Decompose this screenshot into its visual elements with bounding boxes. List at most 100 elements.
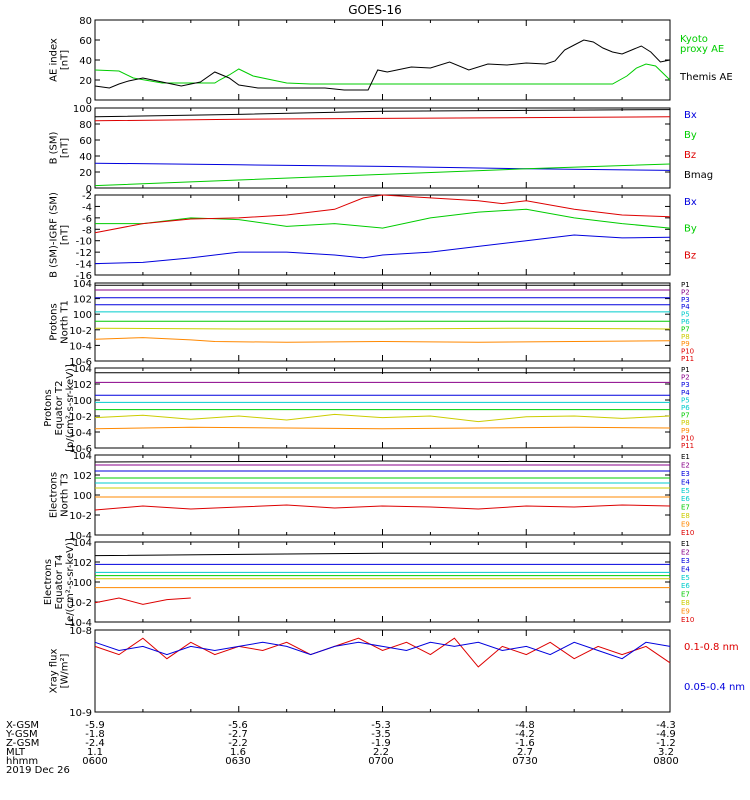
y-axis-label: [W/m²] <box>60 653 71 688</box>
y-tick-label: -8 <box>82 225 92 236</box>
series-bx <box>94 162 671 171</box>
panel-frame <box>94 282 671 362</box>
panel-frame <box>94 541 671 623</box>
legend-label: E1 <box>681 540 690 548</box>
y-tick-label: -16 <box>76 271 92 282</box>
y-tick-label: 104 <box>73 451 92 462</box>
legend-label: E4 <box>681 565 690 573</box>
y-tick-label: 102 <box>73 380 92 391</box>
footer-value: -2.2 <box>228 738 248 749</box>
legend-label: P7 <box>681 412 690 420</box>
legend-label: P5 <box>681 396 690 404</box>
footer-value: -5.3 <box>371 720 391 731</box>
legend-label: P4 <box>681 389 690 397</box>
legend-label: E9 <box>681 608 690 616</box>
legend-label: proxy AE <box>680 44 724 55</box>
series-bmag <box>94 109 671 118</box>
footer-value: 1.1 <box>87 747 103 758</box>
legend-label: P2 <box>681 374 690 382</box>
panel-7: 10-9 10-8 Xray flux [W/m²] 0.1-0.8 nm 0.05-0.… <box>49 626 746 719</box>
footer-value: 0630 <box>225 756 250 767</box>
footer-date: 2019 Dec 26 <box>6 765 70 776</box>
legend-label: By <box>684 224 697 235</box>
legend-label: Kyoto <box>680 34 708 45</box>
series-p7 <box>94 327 671 330</box>
footer-value: 3.2 <box>658 747 674 758</box>
y-tick-label: 10-4 <box>69 428 92 439</box>
y-tick-label: 10-2 <box>69 326 92 337</box>
y-tick-label: 10-2 <box>69 598 92 609</box>
y-tick-label: 10-4 <box>69 618 92 629</box>
y-axis-label: [nT] <box>60 225 71 245</box>
legend-label: E5 <box>681 487 690 495</box>
series-e8 <box>94 597 191 605</box>
footer-row-label: X-GSM <box>6 720 39 731</box>
legend-label: E10 <box>681 616 694 624</box>
footer-value: -4.2 <box>515 729 535 740</box>
series-p6 <box>94 413 671 423</box>
legend-label: Themis AE <box>679 72 733 83</box>
y-tick-label: 10-6 <box>69 444 92 455</box>
footer-value: 0800 <box>653 756 678 767</box>
panel-1: 0 20 40 60 80 100 B (SM) [nT] Bx By Bz Bmag <box>49 104 714 195</box>
y-tick-label: 100 <box>73 104 92 115</box>
legend-label: E6 <box>681 582 690 590</box>
series-0-1-0-8-nm <box>94 637 671 668</box>
panel-frame <box>94 19 671 101</box>
legend-label: P11 <box>681 442 694 450</box>
y-tick-label: 104 <box>73 364 92 375</box>
legend-label: By <box>684 130 697 141</box>
series-bx <box>94 234 671 265</box>
y-tick-label: -2 <box>82 191 92 202</box>
y-tick-label: 102 <box>73 558 92 569</box>
y-tick-label: 104 <box>73 279 92 290</box>
legend-label: E5 <box>681 574 690 582</box>
legend-label: E4 <box>681 478 690 486</box>
legend-label: P3 <box>681 381 690 389</box>
y-axis-label: [nT] <box>60 50 71 70</box>
legend-label: P1 <box>681 281 690 289</box>
footer-value: -4.3 <box>656 720 676 731</box>
footer-value: 2.7 <box>517 747 533 758</box>
footer-value: -1.2 <box>656 738 676 749</box>
y-axis-label: North T3 <box>60 473 71 517</box>
footer-value: 0700 <box>368 756 393 767</box>
legend-label: E9 <box>681 521 690 529</box>
y-tick-label: -14 <box>76 260 92 271</box>
y-tick-label: 100 <box>73 491 92 502</box>
footer-value: -4.8 <box>515 720 535 731</box>
series-kyoto-proxy-ae <box>94 63 671 85</box>
legend-label: P8 <box>681 419 690 427</box>
y-tick-label: 104 <box>73 538 92 549</box>
series-by <box>95 208 671 229</box>
footer-value: -1.6 <box>515 738 535 749</box>
legend-label: P8 <box>681 333 690 341</box>
legend-label: E1 <box>681 453 690 461</box>
plot-title: GOES-16 <box>348 3 402 17</box>
panel-2: -16-14-12-10-8-6-4-2 B (SM)-IGRF (SM) [nT]… <box>49 191 697 282</box>
panel-frame <box>94 194 671 276</box>
y-tick-label: -12 <box>76 248 92 259</box>
y-axis-label: Equator T2 <box>54 381 65 436</box>
y-tick-label: 0 <box>86 184 92 195</box>
y-tick-label: 10-9 <box>69 708 92 719</box>
footer-value: -1.8 <box>85 729 105 740</box>
y-tick-label: 10-6 <box>69 357 92 368</box>
legend-label: P1 <box>681 366 690 374</box>
series-e8 <box>94 504 671 511</box>
panel-frame <box>94 629 671 713</box>
legend-label: E2 <box>681 548 690 556</box>
y-axis-label: B (SM) <box>49 131 60 164</box>
footer-value: -4.9 <box>656 729 676 740</box>
legend-label: Bmag <box>684 170 713 181</box>
y-tick-label: 80 <box>79 16 92 27</box>
footer-value: -3.5 <box>371 729 391 740</box>
legend-label: P6 <box>681 318 690 326</box>
panel-frame <box>94 367 671 449</box>
y-tick-label: 80 <box>79 120 92 131</box>
panel-5: 10-4 10-2 100 102 104 Electrons North T3 E1E2E3… <box>49 451 695 542</box>
panel-frame <box>94 454 671 536</box>
legend-label: P9 <box>681 340 690 348</box>
series-e1 <box>94 460 671 463</box>
